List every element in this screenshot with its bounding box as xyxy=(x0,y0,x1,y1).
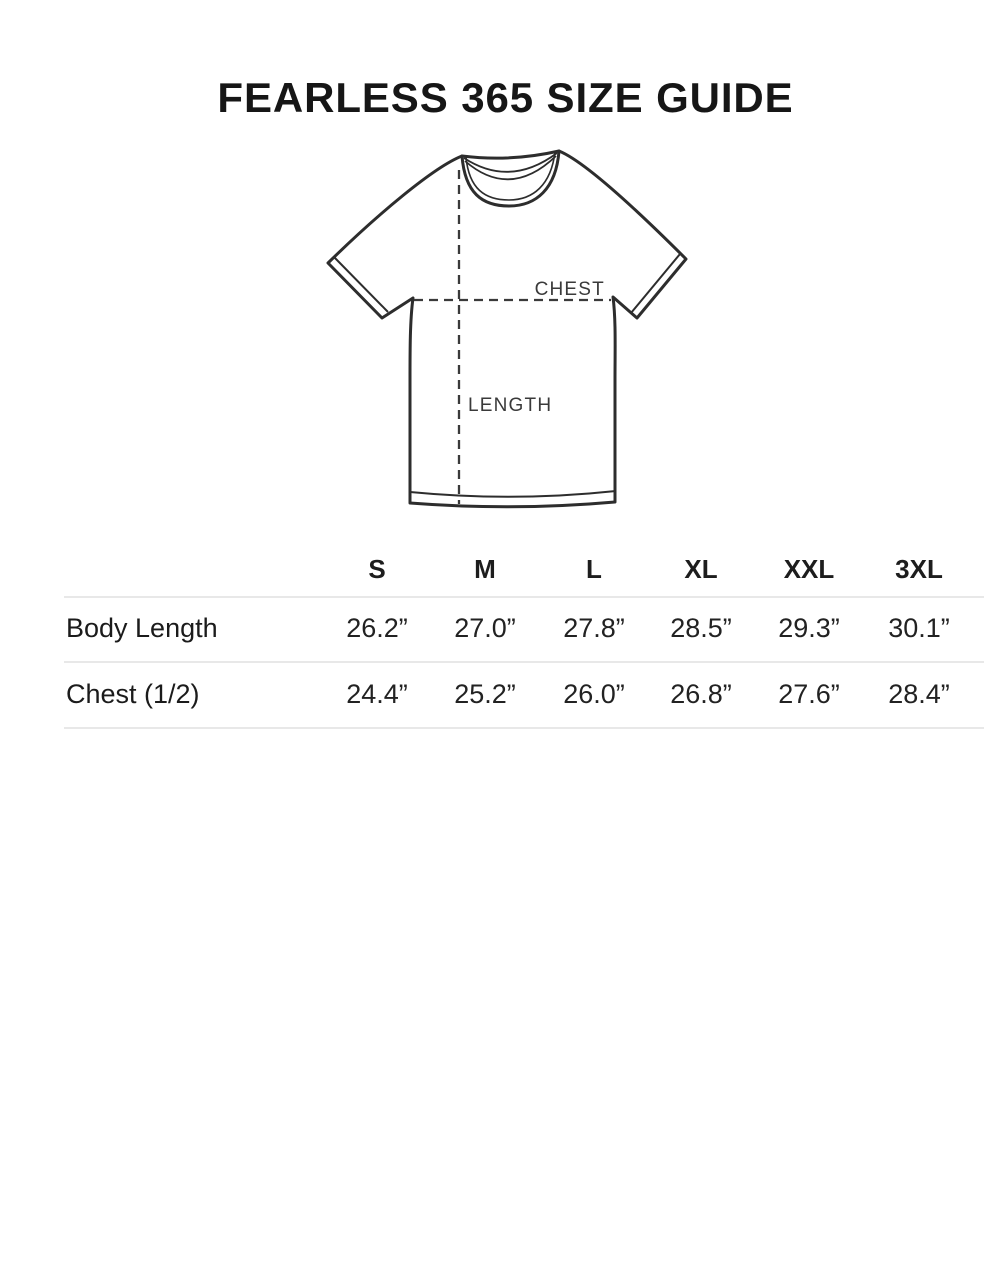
tshirt-diagram: CHEST LENGTH xyxy=(326,149,688,509)
tshirt-outline xyxy=(326,149,688,509)
hem-seam xyxy=(409,490,617,498)
chest-measure-label: CHEST xyxy=(535,279,605,300)
size-value-cell: 27.6” xyxy=(778,679,840,709)
table-divider xyxy=(64,596,984,598)
row-label-body-length: Body Length xyxy=(66,613,218,643)
size-value-cell: 27.8” xyxy=(563,613,625,643)
size-value-cell: 25.2” xyxy=(454,679,516,709)
size-value-cell: 29.3” xyxy=(778,613,840,643)
size-col-header-l: L xyxy=(586,554,602,584)
collar-outer-edge xyxy=(460,149,561,208)
size-value-cell: 28.4” xyxy=(888,679,950,709)
collar-ribbing-line-1 xyxy=(463,152,558,173)
size-value-cell: 30.1” xyxy=(888,613,950,643)
page-title: FEARLESS 365 SIZE GUIDE xyxy=(217,74,794,121)
size-value-cell: 26.2” xyxy=(346,613,408,643)
length-measure-label: LENGTH xyxy=(468,395,552,416)
table-divider xyxy=(64,661,984,663)
size-value-cell: 27.0” xyxy=(454,613,516,643)
collar-ribbing-line-2 xyxy=(464,155,557,181)
size-value-cell: 28.5” xyxy=(670,613,732,643)
table-divider xyxy=(64,727,984,729)
row-label-chest: Chest (1/2) xyxy=(66,679,200,709)
size-col-header-m: M xyxy=(474,554,496,584)
size-col-header-3xl: 3XL xyxy=(895,554,943,584)
size-col-header-xl: XL xyxy=(684,554,718,584)
size-col-header-s: S xyxy=(368,554,386,584)
size-col-header-xxl: XXL xyxy=(783,554,835,584)
size-value-cell: 26.8” xyxy=(670,679,732,709)
size-value-cell: 26.0” xyxy=(563,679,625,709)
size-value-cell: 24.4” xyxy=(346,679,408,709)
right-cuff-seam xyxy=(630,253,681,314)
left-cuff-seam xyxy=(333,256,389,313)
collar-inner-edge xyxy=(465,151,556,201)
